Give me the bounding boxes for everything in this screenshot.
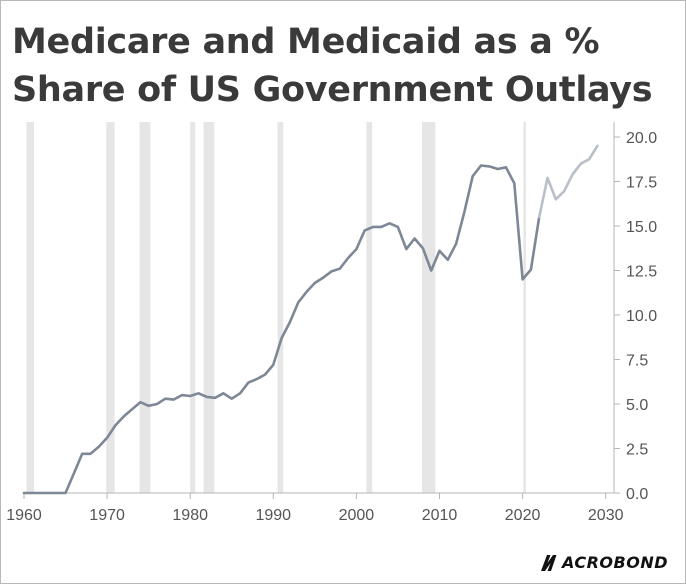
x-tick-label: 1980 bbox=[172, 507, 208, 524]
x-tick-label: 2010 bbox=[422, 507, 458, 524]
y-tick-label: 20.0 bbox=[626, 130, 657, 147]
y-tick-label: 15.0 bbox=[626, 219, 657, 236]
x-tick-label: 2020 bbox=[505, 507, 541, 524]
chart-title-line-1: Medicare and Medicaid as a % bbox=[12, 22, 600, 62]
x-tick-label: 1990 bbox=[255, 507, 291, 524]
recession-band bbox=[277, 122, 284, 493]
y-tick-label: 2.5 bbox=[626, 442, 648, 459]
x-tick-label: 1960 bbox=[6, 507, 42, 524]
y-tick-label: 0.0 bbox=[626, 486, 648, 503]
recession-band bbox=[523, 122, 526, 493]
x-tick-label: 1970 bbox=[89, 507, 125, 524]
y-tick-label: 17.5 bbox=[626, 175, 657, 192]
x-tick-label: 2000 bbox=[339, 507, 375, 524]
y-tick-label: 5.0 bbox=[626, 397, 648, 414]
series-lines bbox=[22, 144, 599, 495]
chart-title: Medicare and Medicaid as a % Share of US… bbox=[12, 18, 672, 114]
y-tick-label: 7.5 bbox=[626, 353, 648, 370]
logo-text: ACROBOND bbox=[561, 553, 668, 572]
y-tick-label: 10.0 bbox=[626, 308, 657, 325]
projection-series-line bbox=[537, 144, 599, 219]
recession-band bbox=[139, 122, 151, 493]
y-tick-label: 12.5 bbox=[626, 264, 657, 281]
recession-band bbox=[190, 122, 196, 493]
macrobond-m-logo-mark bbox=[540, 554, 557, 571]
recession-band bbox=[366, 122, 373, 493]
recession-band bbox=[203, 122, 215, 493]
actual-series-line bbox=[22, 164, 541, 495]
recession-band bbox=[26, 122, 34, 493]
recession-band bbox=[422, 122, 436, 493]
macrobond-logo: ACROBOND bbox=[540, 553, 668, 572]
chart-title-line-2: Share of US Government Outlays bbox=[12, 70, 653, 110]
recession-band bbox=[106, 122, 115, 493]
x-tick-label: 2030 bbox=[588, 507, 624, 524]
recession-shading bbox=[26, 122, 526, 493]
